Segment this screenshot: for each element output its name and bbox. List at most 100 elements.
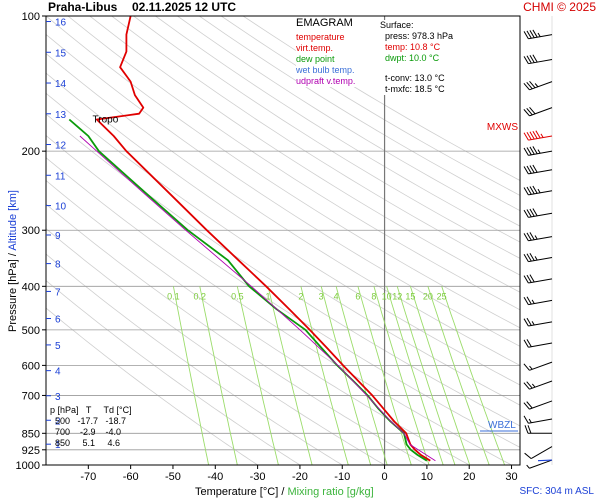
wind-barb-shaft (528, 169, 553, 175)
surface-tconv: t-conv: 13.0 °C (385, 73, 445, 83)
mixing-ratio-line (199, 286, 238, 465)
altitude-tick-label: 16 (55, 18, 67, 29)
wbzl-label: WBZL (488, 420, 516, 431)
wind-barb-flag (526, 381, 533, 389)
wind-barb-shaft (529, 81, 553, 91)
mixing-ratio-line (373, 286, 430, 465)
mixing-ratio-label: 15 (405, 291, 415, 301)
altitude-tick-label: 7 (55, 287, 61, 298)
wind-barb-flag (523, 254, 529, 262)
wind-barb-flag (529, 106, 536, 115)
wind-barb-flag (529, 131, 535, 140)
wind-barb (524, 446, 553, 460)
level-row-500: 500 -17.7 -18.7 (50, 416, 127, 426)
wind-barb (523, 339, 553, 348)
dry-adiabat-line (199, 16, 520, 212)
wind-barb-flag (532, 208, 538, 217)
mixing-ratio-line (427, 286, 490, 465)
wind-barb-flag (523, 233, 529, 242)
wind-barb-flag (523, 187, 529, 196)
surface-spacer (385, 64, 480, 73)
y-tick-label: 400 (22, 281, 40, 293)
wind-barb-flag (526, 131, 532, 140)
wind-barb (523, 106, 553, 117)
wind-barb-flag (526, 186, 532, 195)
max-wind-label: MXWS (487, 122, 518, 133)
wind-barb (523, 415, 553, 424)
y-axis-label-separator: / (7, 253, 19, 257)
wind-barb-half (537, 188, 541, 194)
y-axis-label-altitude: Altitude [km] (7, 190, 19, 251)
mixing-ratio-line (267, 286, 313, 465)
mixing-ratio-label: 2 (298, 291, 303, 301)
wind-barb-half (540, 133, 544, 138)
mixing-ratio-label: 10 (382, 291, 392, 301)
wind-barb-flag (526, 147, 532, 156)
wind-barb-flag (523, 166, 529, 175)
wind-barb-flag (527, 425, 532, 434)
wind-barb-flag (526, 108, 533, 116)
y-tick-label: 300 (22, 225, 40, 237)
plot-area (46, 16, 520, 465)
altitude-tick-label: 12 (55, 141, 67, 152)
wind-barb-shaft (528, 212, 553, 218)
wind-barb (523, 232, 553, 242)
wind-barb-shaft (528, 278, 553, 284)
wind-barb (523, 164, 553, 175)
x-tick-label: -30 (250, 471, 266, 483)
wind-barb-shaft (529, 459, 553, 469)
mixing-ratio-label: 8 (371, 291, 376, 301)
dry-adiabat-line (89, 16, 520, 293)
surface-elevation: SFC: 304 m ASL (519, 486, 594, 497)
wind-barb-flag (523, 339, 529, 348)
wind-barb-shaft (528, 236, 553, 242)
wind-barb-half (534, 256, 538, 261)
wind-barb-flag (523, 296, 529, 305)
mixing-ratio-label: 4 (334, 291, 339, 301)
altitude-tick-label: 6 (55, 315, 61, 326)
wind-barb (523, 185, 553, 196)
wind-barb-flag (529, 232, 535, 241)
mixing-ratio-label: 0.2 (193, 291, 206, 301)
y-tick-label: 925 (22, 445, 40, 457)
wind-barb-flag (523, 109, 530, 117)
wind-barb-flag (535, 130, 541, 139)
mixing-ratio-line (386, 286, 444, 465)
wind-barb-flag (529, 274, 535, 283)
x-tick-label: -10 (334, 471, 350, 483)
mixing-ratio-label: 6 (355, 291, 360, 301)
x-tick-label: -70 (80, 471, 96, 483)
legend-item-virtual-temp: virt.temp. (296, 43, 334, 53)
x-tick-label: 20 (463, 471, 475, 483)
wind-barb-flag (523, 415, 529, 424)
wind-barb-flag (529, 146, 535, 155)
mixing-ratio-label: 0.5 (231, 291, 244, 301)
wind-barb-shaft (529, 380, 553, 390)
wind-barb-flag (523, 275, 529, 284)
wind-barb-flag (532, 29, 538, 38)
wind-barb (523, 380, 553, 390)
wind-barb-half (531, 321, 535, 326)
surface-tmxfc: t-mxfc: 18.5 °C (385, 84, 445, 94)
wind-barb-shaft (528, 321, 553, 327)
surface-wind-marker (537, 459, 553, 462)
wind-barb (523, 130, 553, 141)
y-tick-label: 700 (22, 390, 40, 402)
wind-barb-flag (526, 209, 532, 218)
y-tick-label: 200 (22, 146, 40, 158)
wind-barb-flag (523, 363, 530, 371)
wind-barb-flag (532, 164, 538, 173)
wind-barb-half (526, 464, 530, 469)
wind-barb-flag (523, 209, 529, 218)
credit-label: CHMI © 2025 (523, 0, 596, 14)
wind-barb-shaft (528, 256, 553, 263)
station-name: Praha-Libus (48, 0, 118, 14)
y-axis-label: Pressure [hPa] / Altitude [km] (7, 186, 19, 336)
y-tick-label: 600 (22, 360, 40, 372)
wind-barb (523, 317, 553, 327)
y-axis-label-pressure: Pressure [hPa] (7, 259, 19, 332)
wind-barb-flag (526, 339, 532, 347)
surface-temp: temp: 10.8 °C (385, 42, 441, 52)
y-tick-label: 100 (22, 11, 40, 23)
updraft-line (79, 135, 436, 462)
